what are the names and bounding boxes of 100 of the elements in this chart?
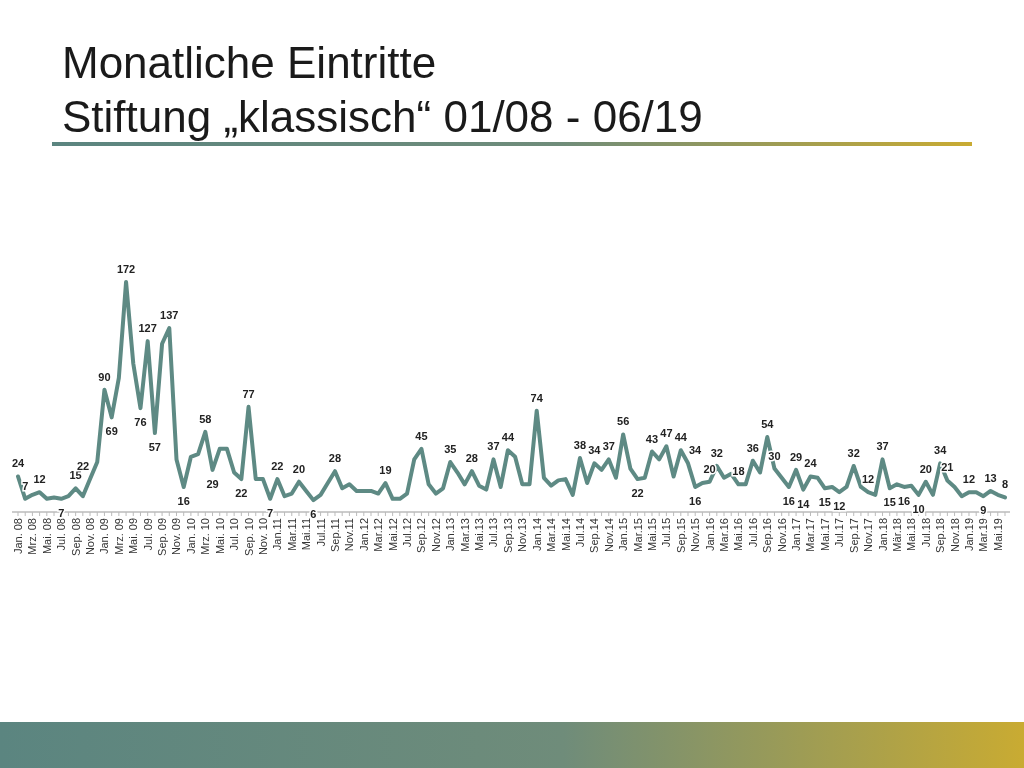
data-label: 38 [573,439,587,452]
x-tick-label: Nov.13 [516,518,529,553]
x-tick-label: Nov.17 [862,518,875,553]
x-tick-label: Sep.11 [328,518,341,553]
data-label: 16 [177,494,190,507]
x-tick-label: Mrz. 09 [112,518,125,555]
data-label: 22 [271,460,284,473]
x-tick-label: Jul.15 [660,518,673,548]
x-tick-label: Jan.11 [271,518,284,551]
x-tick-label: Nov.18 [948,518,961,553]
x-tick-label: Sep.16 [761,518,774,553]
data-label: 44 [501,431,515,444]
data-label: 22 [235,487,248,500]
data-label: 137 [160,308,179,321]
data-label: 47 [660,427,673,440]
data-label: 13 [984,471,997,484]
x-tick-label: Mai.14 [559,518,572,552]
x-tick-label: Nov.16 [775,518,788,553]
x-tick-label: Jul. 10 [228,518,241,551]
x-tick-label: Jan. 09 [98,518,111,555]
x-tick-label: Mai.17 [818,518,831,552]
x-tick-label: Jan.17 [790,518,803,552]
data-label: 16 [782,494,795,507]
data-label: 56 [617,415,630,428]
data-label: 6 [310,508,317,521]
x-tick-label: Mar.14 [545,518,558,552]
x-tick-label: Mai. 09 [127,518,140,555]
data-label: 77 [242,387,255,400]
x-tick-label: Nov. 08 [84,518,97,556]
x-tick-label: Jan.13 [444,518,457,552]
x-tick-label: Jan. 10 [184,518,197,555]
x-tick-label: Mai.12 [386,518,399,552]
data-label: 32 [847,446,860,459]
x-tick-label: Sep.14 [588,518,601,553]
data-label: 69 [105,425,118,438]
data-label: 28 [465,452,478,465]
x-tick-label: Mai.13 [473,518,486,552]
data-label: 15 [883,496,896,509]
x-tick-label: Nov.11 [343,518,356,552]
data-label: 29 [206,477,219,490]
data-label: 37 [487,440,500,453]
x-tick-label: Sep.18 [934,518,947,553]
data-label: 15 [818,496,832,509]
data-label: 24 [11,457,25,470]
x-tick-label: Sep.15 [674,518,687,553]
x-tick-label: Mar.12 [372,518,385,552]
x-tick-label: Nov. 10 [256,518,269,556]
data-label: 37 [602,440,615,453]
x-tick-label: Jul.17 [833,518,846,548]
x-tick-label: Jan.16 [703,518,716,552]
data-label: 8 [1001,478,1009,491]
data-label: 28 [328,452,342,465]
x-tick-label: Jul. 09 [141,518,154,551]
x-tick-label: Mai. 08 [40,518,53,555]
x-tick-label: Mar.17 [804,518,817,552]
data-label: 58 [199,412,212,425]
x-tick-label: Jul.16 [746,518,759,548]
data-label: 37 [876,440,889,453]
data-label: 9 [980,504,987,517]
x-tick-label: Mrz. 10 [199,518,212,555]
data-label: 7 [267,506,274,519]
x-tick-label: Jan.14 [530,518,543,552]
data-label: 36 [746,441,759,454]
x-tick-label: Mar.15 [631,518,644,552]
x-tick-label: Mar.11 [285,518,298,551]
x-tick-label: Mai.18 [905,518,918,552]
x-tick-label: Jan. 08 [12,518,24,555]
data-label: 172 [116,263,136,275]
data-label: 74 [530,391,544,404]
data-label: 20 [292,462,306,475]
data-label: 19 [379,464,392,477]
data-label: 12 [833,500,846,513]
data-label: 12 [33,473,46,486]
x-tick-label: Sep.12 [415,518,428,553]
chart-title: Monatliche Eintritte Stiftung „klassisch“ 01/08 - 06/19 [62,38,703,141]
x-tick-label: Jul.12 [401,518,414,548]
x-tick-label: Jan.15 [617,518,630,552]
x-tick-label: Nov.15 [689,518,702,553]
data-label: 16 [898,494,911,507]
x-tick-label: Jul.13 [487,518,500,548]
data-label: 43 [645,432,659,445]
data-label: 20 [919,462,932,475]
x-tick-label: Nov.14 [602,518,615,553]
data-label: 12 [861,473,875,486]
x-tick-label: Nov.12 [429,518,442,553]
x-tick-label: Mär.18 [890,518,903,552]
x-tick-label: Mai.11 [300,518,313,551]
x-tick-label: Mai.19 [991,518,1004,552]
data-label: 54 [761,418,775,431]
data-label: 7 [22,479,29,492]
x-tick-label: Jan.18 [876,518,889,552]
x-tick-label: Nov. 09 [170,518,183,556]
x-tick-label: Sep. 08 [69,518,82,556]
data-label: 57 [148,441,162,454]
data-label: 127 [138,322,157,335]
x-tick-label: Mrz. 08 [26,518,39,555]
x-tick-label: Sep. 09 [156,518,169,556]
data-label: 16 [689,494,702,507]
x-tick-label: Jul.18 [919,518,932,548]
data-label: 18 [732,465,745,478]
